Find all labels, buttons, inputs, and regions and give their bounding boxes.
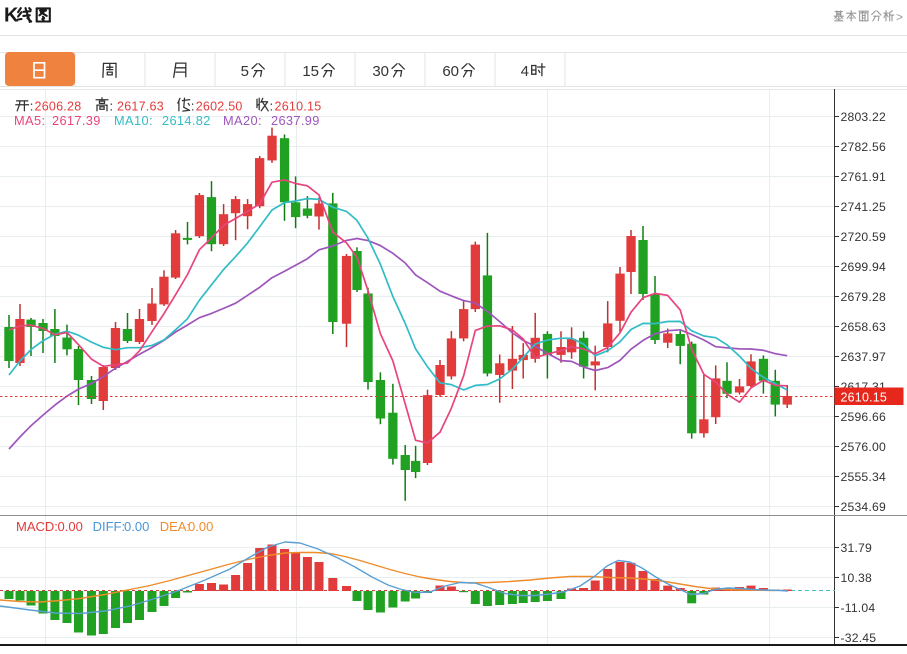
svg-text::: : bbox=[270, 99, 274, 114]
svg-text:DEA:: DEA: bbox=[160, 519, 190, 534]
svg-text:2617.63: 2617.63 bbox=[117, 100, 164, 114]
svg-text:2606.28: 2606.28 bbox=[35, 100, 82, 114]
svg-text:2803.22: 2803.22 bbox=[841, 110, 886, 124]
svg-text:2610.15: 2610.15 bbox=[841, 390, 888, 404]
svg-text::: : bbox=[110, 99, 114, 114]
svg-text:MACD:: MACD: bbox=[16, 519, 58, 534]
svg-text:2637.97: 2637.97 bbox=[841, 350, 886, 364]
svg-text:2555.34: 2555.34 bbox=[841, 470, 886, 484]
svg-text:2534.69: 2534.69 bbox=[841, 500, 886, 514]
svg-text:2596.66: 2596.66 bbox=[841, 410, 886, 424]
svg-text:2658.63: 2658.63 bbox=[841, 320, 886, 334]
svg-text:15: 15 bbox=[302, 63, 319, 80]
svg-text:MA20:: MA20: bbox=[223, 113, 262, 128]
svg-text:2720.59: 2720.59 bbox=[841, 230, 886, 244]
svg-text:K: K bbox=[4, 5, 19, 27]
svg-text:60: 60 bbox=[442, 63, 459, 80]
svg-text:2637.99: 2637.99 bbox=[271, 113, 320, 128]
svg-text:2679.28: 2679.28 bbox=[841, 290, 886, 304]
svg-text:-11.04: -11.04 bbox=[841, 601, 876, 615]
svg-text:2602.50: 2602.50 bbox=[196, 100, 243, 114]
svg-text:0.00: 0.00 bbox=[188, 519, 213, 534]
svg-text:31.79: 31.79 bbox=[841, 541, 873, 555]
svg-text:2782.56: 2782.56 bbox=[841, 140, 886, 154]
svg-text:4: 4 bbox=[521, 63, 529, 80]
svg-text:MA5:: MA5: bbox=[14, 113, 45, 128]
svg-text::: : bbox=[30, 99, 34, 114]
svg-text:30: 30 bbox=[372, 63, 389, 80]
svg-text:0.00: 0.00 bbox=[124, 519, 149, 534]
svg-text:2761.91: 2761.91 bbox=[841, 170, 886, 184]
svg-text:>: > bbox=[896, 10, 903, 24]
svg-text:5: 5 bbox=[241, 63, 249, 80]
svg-text:2614.82: 2614.82 bbox=[162, 113, 211, 128]
svg-text:2576.00: 2576.00 bbox=[841, 440, 886, 454]
svg-text:2741.25: 2741.25 bbox=[841, 200, 886, 214]
svg-text:DIFF:: DIFF: bbox=[93, 519, 126, 534]
svg-text:MA10:: MA10: bbox=[114, 113, 153, 128]
svg-text:10.38: 10.38 bbox=[841, 571, 873, 585]
svg-text:2617.39: 2617.39 bbox=[52, 113, 101, 128]
svg-text:2699.94: 2699.94 bbox=[841, 260, 886, 274]
svg-text:-32.45: -32.45 bbox=[841, 631, 877, 645]
svg-text:0.00: 0.00 bbox=[58, 519, 83, 534]
svg-text::: : bbox=[191, 99, 195, 114]
svg-text:2610.15: 2610.15 bbox=[275, 100, 322, 114]
